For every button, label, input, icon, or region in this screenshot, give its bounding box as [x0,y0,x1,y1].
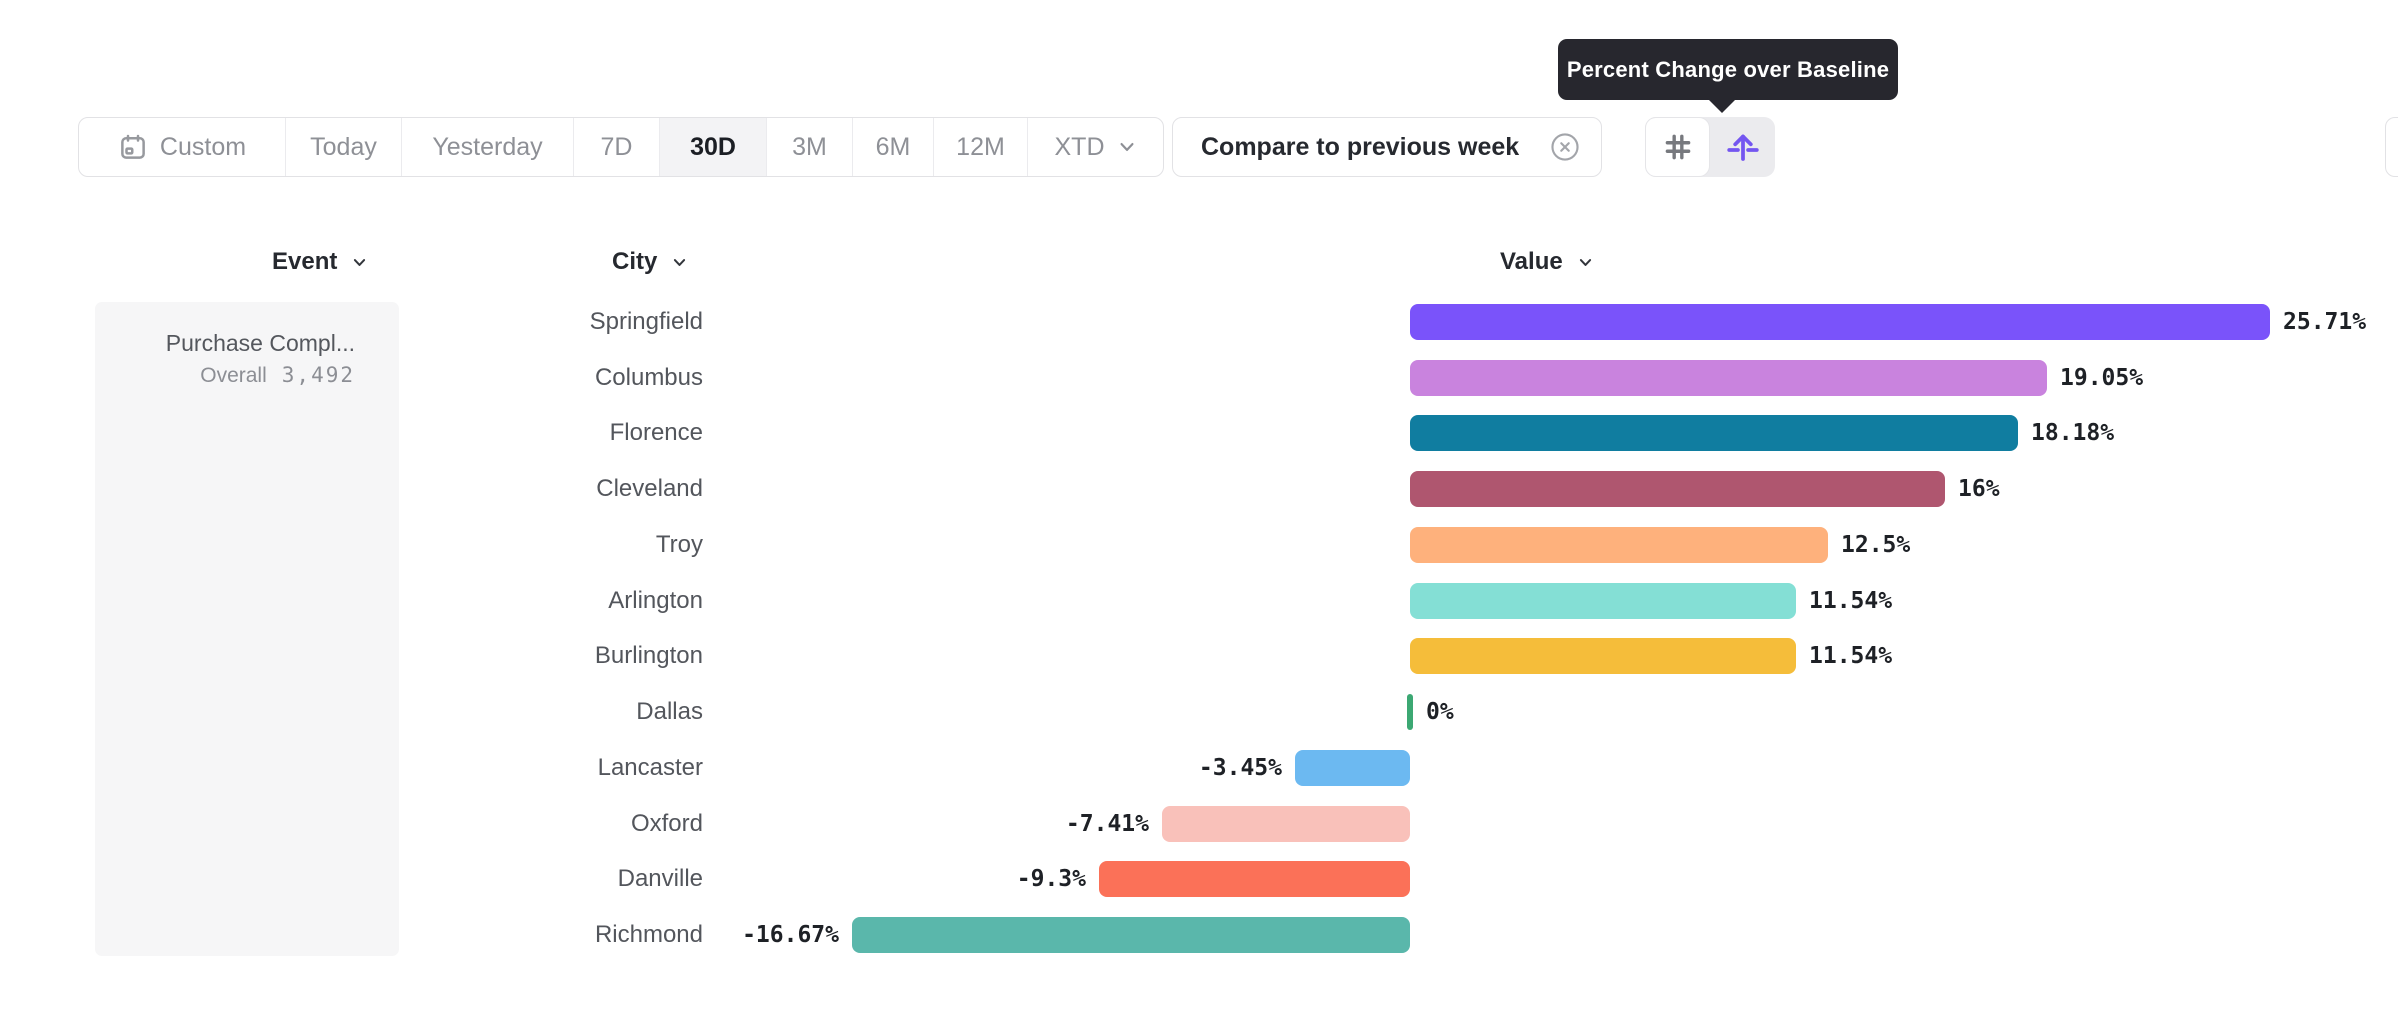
city-label-dallas: Dallas [636,698,703,725]
date-range-label: 30D [690,132,736,161]
bar-arlington[interactable] [1410,583,1796,619]
date-range-label: Custom [159,132,247,161]
right-edge-button-partial[interactable] [2385,117,2398,177]
chart-row-burlington: Burlington 11.54% [0,628,2398,684]
column-header-value[interactable]: Value [1500,247,1594,277]
percent-change-icon [1726,134,1759,161]
bar-lancaster[interactable] [1295,750,1410,786]
bar-danville[interactable] [1099,861,1410,897]
value-label-richmond: -16.67% [742,922,839,948]
date-range-xtd[interactable]: XTD [1028,118,1163,176]
date-range-label: Today [310,132,377,161]
date-range-7d[interactable]: 7D [574,118,660,176]
bar-cleveland[interactable] [1410,471,1945,507]
bar-springfield[interactable] [1410,304,2270,340]
date-range-today[interactable]: Today [286,118,402,176]
column-header-event-label: Event [272,248,338,275]
toggle-percent-change[interactable] [1710,117,1775,177]
date-range-label: 7D [600,132,633,161]
value-label-oxford: -7.41% [1065,811,1149,837]
column-header-city-label: City [612,248,658,275]
chart-row-cleveland: Cleveland 16% [0,461,2398,517]
chart-row-oxford: Oxford -7.41% [0,796,2398,852]
city-label-richmond: Richmond [594,921,703,948]
column-header-city[interactable]: City [612,247,688,277]
tooltip-caret [1707,98,1737,113]
date-range-label: 12M [956,132,1005,161]
value-label-cleveland: 16% [1958,476,2000,502]
city-label-troy: Troy [655,531,703,558]
bar-burlington[interactable] [1410,638,1796,674]
bar-troy[interactable] [1410,527,1828,563]
bar-richmond[interactable] [852,917,1410,953]
date-range-12m[interactable]: 12M [934,118,1028,176]
chart-row-troy: Troy 12.5% [0,517,2398,573]
date-range-label: 3M [792,132,827,161]
city-label-danville: Danville [617,865,703,892]
chart-row-lancaster: Lancaster -3.45% [0,740,2398,796]
bar-dallas[interactable] [1407,694,1413,730]
chevron-down-icon [674,258,686,266]
date-range-label: XTD [1054,132,1105,161]
chart-row-danville: Danville -9.3% [0,851,2398,907]
chart-row-richmond: Richmond -16.67% [0,907,2398,963]
city-label-oxford: Oxford [630,810,703,837]
value-mode-toggle [1645,117,1775,177]
chevron-down-icon [354,258,366,266]
column-header-value-label: Value [1500,248,1563,275]
value-label-lancaster: -3.45% [1198,755,1282,781]
chart-row-arlington: Arlington 11.54% [0,573,2398,629]
event-card-title: Purchase Compl... [165,330,355,356]
calendar-icon [121,134,145,159]
date-range-6m[interactable]: 6M [853,118,934,176]
date-range-custom[interactable]: Custom [79,118,286,176]
bar-columbus[interactable] [1410,360,2047,396]
city-label-columbus: Columbus [594,364,703,391]
city-label-florence: Florence [609,419,703,446]
date-range-label: Yesterday [432,132,543,161]
compare-chip[interactable]: Compare to previous week [1172,117,1602,177]
overall-value: 3,492 [281,363,355,387]
date-range-toolbar: Custom Today Yesterday 7D 30D 3M 6M 12M XTD [78,117,1164,177]
circle-x-icon[interactable] [1549,131,1581,163]
hash-icon [1665,134,1690,160]
toggle-absolute-numbers[interactable] [1645,117,1710,177]
event-card[interactable]: Purchase Compl... Overall 3,492 [95,302,399,956]
overall-label: Overall [200,364,267,387]
value-label-arlington: 11.54% [1809,588,1893,614]
chevron-down-icon [1579,258,1591,266]
value-label-springfield: 25.71% [2283,309,2367,335]
city-label-lancaster: Lancaster [597,754,703,781]
city-label-burlington: Burlington [594,642,703,669]
value-label-columbus: 19.05% [2060,365,2144,391]
date-range-yesterday[interactable]: Yesterday [402,118,574,176]
value-label-burlington: 11.54% [1809,643,1893,669]
bar-oxford[interactable] [1162,806,1410,842]
chevron-down-icon [1120,143,1133,151]
date-range-3m[interactable]: 3M [767,118,853,176]
chart-row-columbus: Columbus 19.05% [0,350,2398,406]
chart-row-florence: Florence 18.18% [0,405,2398,461]
value-label-troy: 12.5% [1841,532,1911,558]
tooltip: Percent Change over Baseline [1558,39,1898,113]
tooltip-text: Percent Change over Baseline [1566,56,1890,82]
event-card-overall: Overall 3,492 [95,363,355,388]
chart-row-dallas: Dallas 0% [0,684,2398,740]
value-label-danville: -9.3% [1016,866,1086,892]
date-range-30d[interactable]: 30D [660,118,767,176]
column-header-event[interactable]: Event [272,247,368,277]
date-range-label: 6M [875,132,911,161]
chart-row-springfield: Springfield 25.71% [0,294,2398,350]
city-label-springfield: Springfield [589,308,703,335]
value-label-dallas: 0% [1426,699,1454,725]
city-label-arlington: Arlington [608,587,703,614]
value-label-florence: 18.18% [2031,420,2115,446]
compare-chip-label: Compare to previous week [1201,132,1520,161]
city-label-cleveland: Cleveland [596,475,703,502]
bar-florence[interactable] [1410,415,2018,451]
